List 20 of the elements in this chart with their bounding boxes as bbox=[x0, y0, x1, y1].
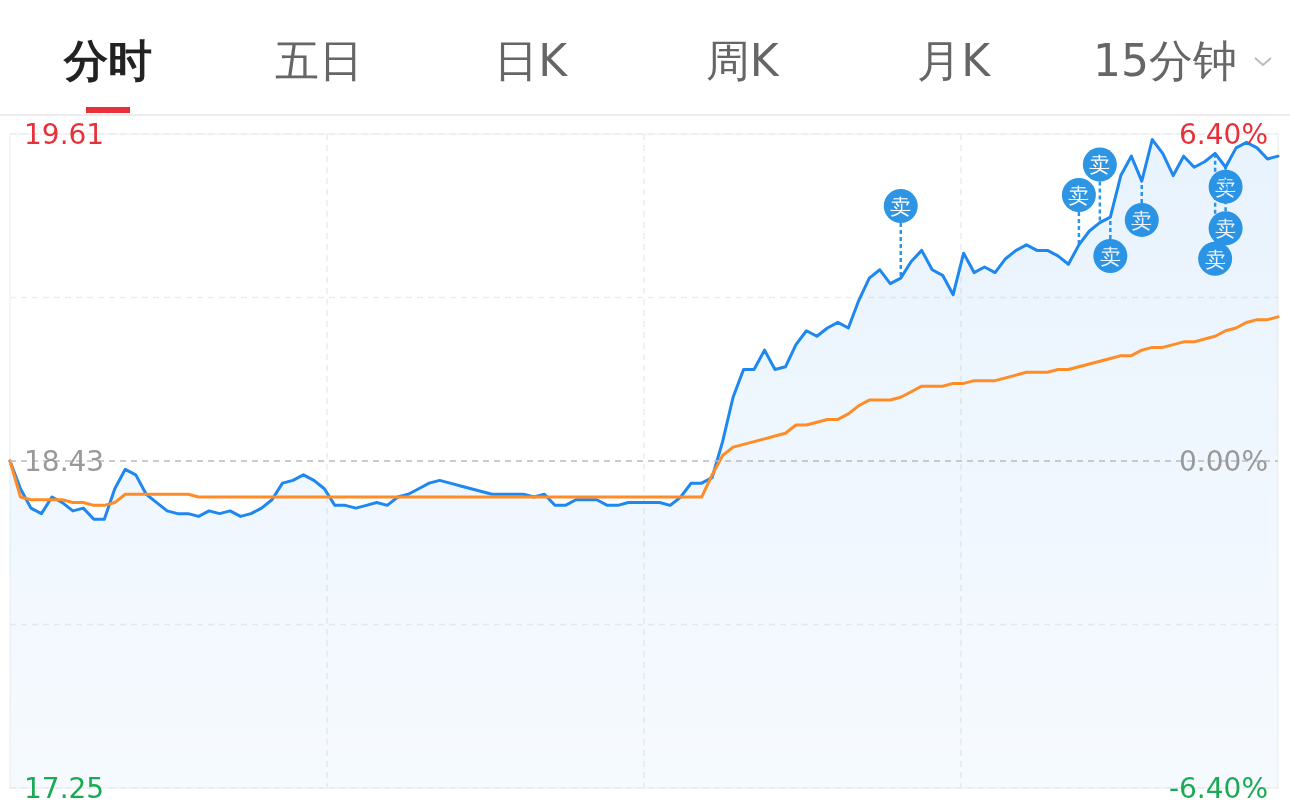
y-tick-label: 17.25 bbox=[24, 772, 105, 805]
data-label: 卖 bbox=[1131, 208, 1153, 233]
data-label: 卖 bbox=[1215, 217, 1237, 242]
y-tick-label: 19.61 bbox=[24, 118, 105, 151]
data-label: 卖 bbox=[1215, 175, 1237, 200]
text: 周K bbox=[705, 35, 780, 86]
data-label: 卖 bbox=[1068, 183, 1090, 208]
data-label: 卖 bbox=[1099, 244, 1121, 269]
y2-tick-label: 0.00% bbox=[1179, 445, 1268, 478]
text: 月K bbox=[917, 35, 992, 86]
y2-tick-label: 6.40% bbox=[1179, 118, 1268, 151]
data-label: 卖 bbox=[1204, 247, 1226, 272]
data-label: 卖 bbox=[890, 195, 912, 220]
text: 分时 bbox=[63, 35, 152, 86]
y-tick-label: 18.43 bbox=[24, 445, 105, 478]
text: 日K bbox=[494, 35, 569, 86]
y2-tick-label: -6.40% bbox=[1168, 772, 1268, 805]
text: 15分钟 bbox=[1093, 35, 1237, 86]
data-label: 卖 bbox=[1089, 153, 1111, 178]
text: 五日 bbox=[275, 35, 364, 86]
